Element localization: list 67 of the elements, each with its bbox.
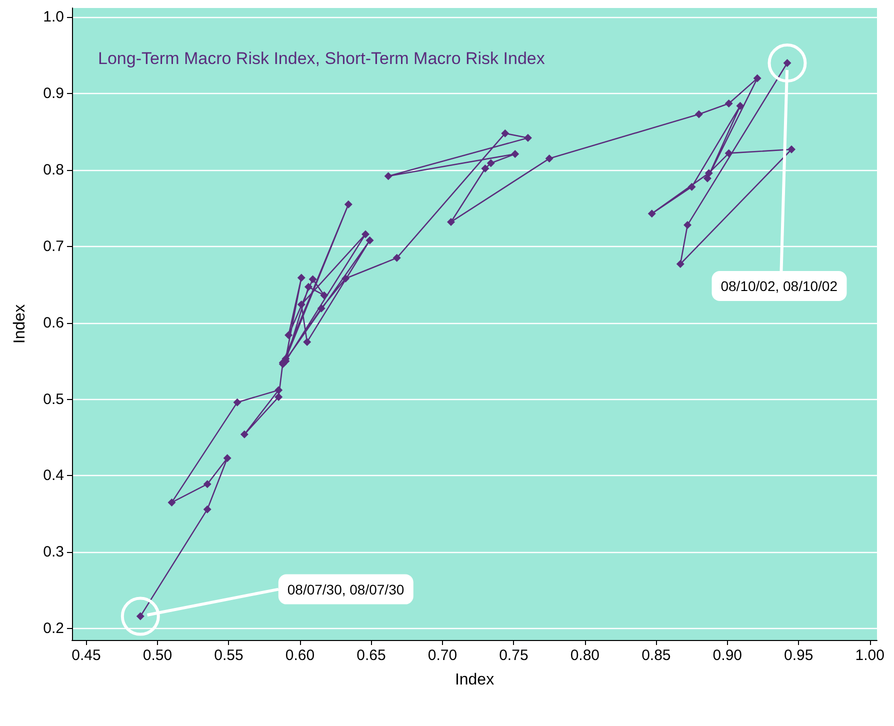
point xyxy=(703,174,712,182)
point xyxy=(688,182,696,191)
point xyxy=(724,100,733,108)
annotation: 08/10/02, 08/10/02 xyxy=(720,278,838,294)
point xyxy=(344,200,352,208)
point xyxy=(308,275,317,284)
point xyxy=(362,230,370,238)
x-axis-title: Index xyxy=(454,672,494,688)
point xyxy=(524,134,532,142)
x-tick-label: 0.55 xyxy=(214,647,244,664)
x-tick-label: 0.95 xyxy=(784,647,814,664)
point xyxy=(240,430,248,438)
y-tick-label: 1.0 xyxy=(43,8,64,26)
point xyxy=(392,254,401,262)
point xyxy=(366,236,374,244)
point xyxy=(648,210,656,218)
annotation: 08/07/30, 08/07/30 xyxy=(287,581,404,598)
y-tick-label: 0.6 xyxy=(43,314,64,332)
point xyxy=(694,110,703,118)
point xyxy=(297,300,306,309)
point xyxy=(274,392,283,401)
x-tick-label: 0.60 xyxy=(285,647,315,664)
point xyxy=(501,129,510,138)
point xyxy=(203,480,212,488)
point xyxy=(788,145,796,154)
x-tick-label: 0.90 xyxy=(712,647,742,664)
text: Long-Term Macro Risk Index, Short-Term Macro Risk Index xyxy=(98,49,546,68)
x-tick-label: 0.75 xyxy=(499,647,528,664)
y-tick-label: 0.3 xyxy=(43,544,64,561)
point xyxy=(704,169,713,178)
point xyxy=(724,149,733,158)
point xyxy=(384,172,392,180)
point xyxy=(168,498,176,506)
point xyxy=(233,398,242,406)
point xyxy=(317,304,326,312)
point xyxy=(303,338,312,346)
x-tick-label: 0.65 xyxy=(356,647,386,664)
y-tick-label: 0.2 xyxy=(43,620,64,638)
point xyxy=(481,164,490,172)
x-tick-label: 0.45 xyxy=(72,647,101,664)
y-tick-label: 0.7 xyxy=(43,238,64,255)
point xyxy=(342,274,350,283)
x-tick-label: 0.85 xyxy=(642,647,671,664)
point xyxy=(297,274,306,282)
point xyxy=(304,282,313,291)
point xyxy=(736,102,744,110)
y-axis-title: Index xyxy=(12,304,28,344)
point xyxy=(446,218,455,226)
point xyxy=(545,154,554,163)
y-tick-label: 0.8 xyxy=(43,162,64,179)
y-tick-label: 0.4 xyxy=(43,467,64,484)
point xyxy=(223,454,232,462)
point xyxy=(511,150,520,158)
point xyxy=(486,159,495,168)
point xyxy=(684,221,692,230)
point xyxy=(203,505,212,514)
point xyxy=(284,331,293,340)
x-tick-label: 0.70 xyxy=(428,647,458,664)
point xyxy=(676,260,684,268)
point xyxy=(753,74,762,82)
y-tick-label: 0.9 xyxy=(43,85,64,102)
y-tick-label: 0.5 xyxy=(43,390,64,408)
x-tick-label: 0.50 xyxy=(142,647,172,664)
point xyxy=(320,291,328,300)
point xyxy=(274,386,283,394)
x-tick-label: 0.80 xyxy=(570,647,600,664)
x-tick-label: 1.00 xyxy=(855,647,884,664)
